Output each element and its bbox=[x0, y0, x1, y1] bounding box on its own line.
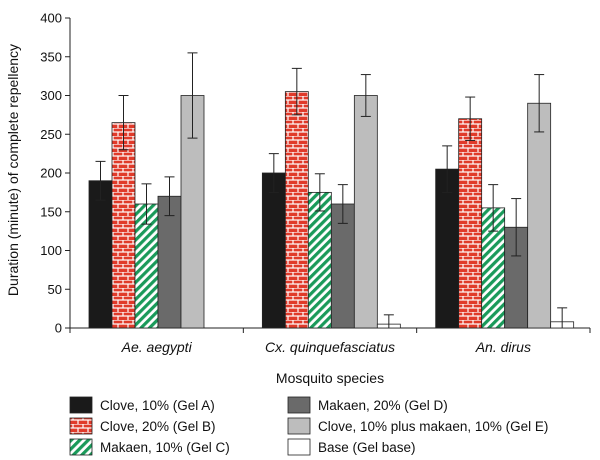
legend-label: Clove, 20% (Gel B) bbox=[100, 419, 216, 434]
legend-label: Makaen, 20% (Gel D) bbox=[318, 398, 448, 413]
y-tick-label: 150 bbox=[40, 204, 62, 219]
x-ticks bbox=[69, 328, 591, 333]
y-tick-label: 0 bbox=[55, 321, 62, 336]
legend-swatch bbox=[287, 438, 311, 456]
legend-swatch bbox=[69, 396, 93, 414]
bar bbox=[353, 95, 378, 329]
bar bbox=[527, 102, 552, 329]
y-tick-label: 300 bbox=[40, 88, 62, 103]
bar bbox=[88, 180, 113, 329]
y-tick-label: 350 bbox=[40, 49, 62, 64]
legend-swatch bbox=[287, 396, 311, 414]
legend-label: Makaen, 10% (Gel C) bbox=[100, 440, 230, 455]
bar bbox=[284, 91, 309, 329]
y-tick-label: 400 bbox=[40, 11, 62, 26]
x-axis-label: Mosquito species bbox=[276, 370, 384, 386]
error-bars bbox=[95, 52, 568, 328]
y-tick-label: 200 bbox=[40, 166, 62, 181]
category-labels: Ae. aegypti Cx. quinquefasciatus An. dirus bbox=[121, 339, 531, 355]
bar bbox=[435, 168, 460, 329]
bars bbox=[88, 91, 575, 329]
legend-label: Clove, 10% plus makaen, 10% (Gel E) bbox=[318, 419, 548, 434]
legend-label: Base (Gel base) bbox=[318, 440, 416, 455]
legend-swatch bbox=[69, 417, 93, 435]
category-label: An. dirus bbox=[475, 339, 531, 355]
y-ticks: 0 50 100 150 200 250 300 350 400 bbox=[40, 11, 70, 336]
bar bbox=[261, 172, 286, 329]
legend-label: Clove, 10% (Gel A) bbox=[100, 398, 215, 413]
legend-swatch bbox=[69, 438, 93, 456]
y-tick-label: 100 bbox=[40, 243, 62, 258]
category-label: Cx. quinquefasciatus bbox=[265, 339, 395, 355]
y-tick-label: 50 bbox=[48, 282, 62, 297]
category-label: Ae. aegypti bbox=[121, 339, 193, 355]
legend-swatch bbox=[287, 417, 311, 435]
bar bbox=[111, 122, 136, 329]
bar bbox=[458, 118, 483, 329]
bar bbox=[307, 191, 332, 329]
y-axis-label: Duration (minute) of complete repellency bbox=[5, 44, 21, 296]
y-tick-label: 250 bbox=[40, 127, 62, 142]
legend: Clove, 10% (Gel A) Clove, 20% (Gel B) Maka… bbox=[69, 396, 548, 456]
